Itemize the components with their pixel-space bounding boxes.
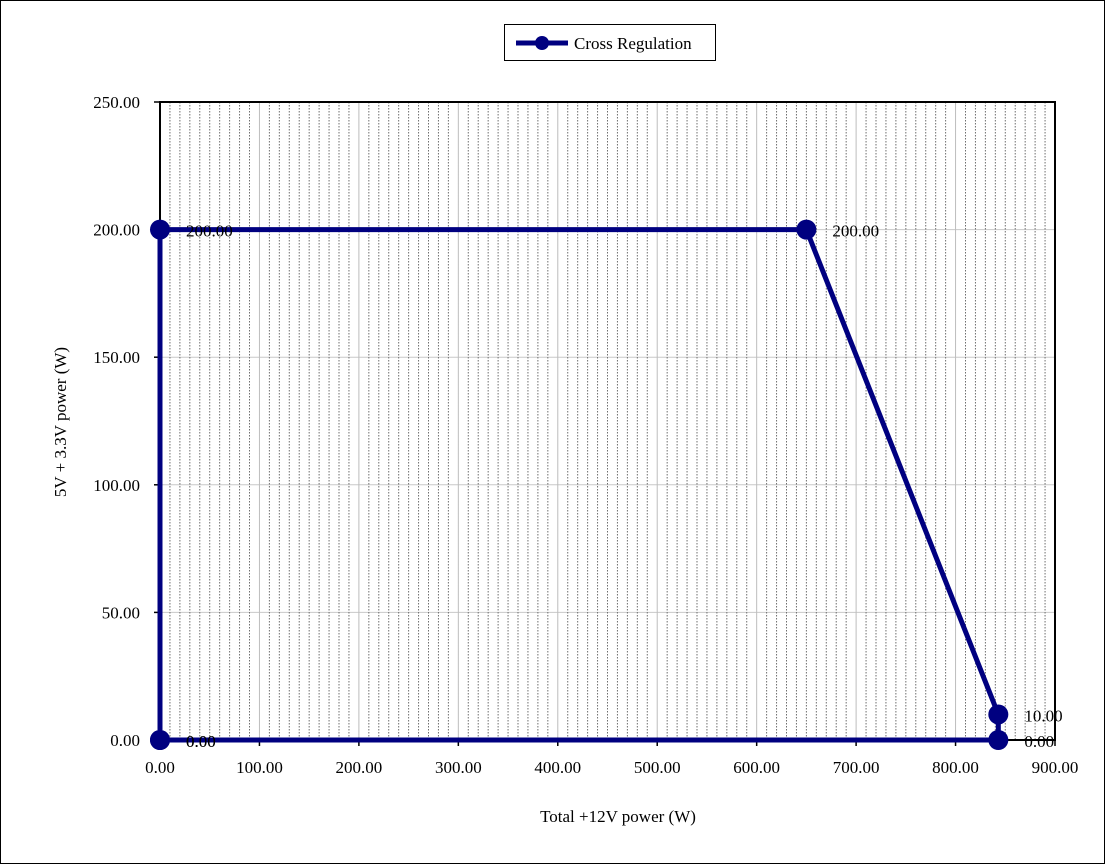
x-tick-label: 0.00 (145, 758, 175, 777)
x-tick-label: 600.00 (733, 758, 780, 777)
data-label: 200.00 (832, 222, 879, 241)
data-point (988, 730, 1009, 750)
y-tick-label: 200.00 (93, 221, 140, 240)
data-label: 200.00 (186, 222, 233, 241)
y-axis-title: 5V + 3.3V power (W) (51, 347, 70, 497)
series-line (157, 227, 1001, 743)
data-point (796, 219, 817, 240)
grid-lines (160, 102, 1055, 740)
legend-series-label: Cross Regulation (574, 34, 692, 53)
data-label: 0.00 (186, 732, 216, 751)
legend-series-marker (535, 36, 549, 50)
data-label: 0.00 (1024, 732, 1054, 751)
y-tick-label: 0.00 (110, 731, 140, 750)
x-tick-label: 300.00 (435, 758, 482, 777)
x-tick-label: 800.00 (932, 758, 979, 777)
legend: Cross Regulation (504, 24, 716, 61)
y-tick-label: 150.00 (93, 348, 140, 367)
x-tick-label: 900.00 (1032, 758, 1079, 777)
x-tick-label: 400.00 (534, 758, 581, 777)
data-point (150, 219, 170, 240)
y-tick-label: 50.00 (102, 603, 140, 622)
data-point (150, 730, 170, 750)
x-axis-title: Total +12V power (W) (540, 807, 696, 826)
x-tick-label: 100.00 (236, 758, 283, 777)
y-tick-label: 100.00 (93, 476, 140, 495)
axis-ticks: 0.00 50.00 100.00 150.00 200.00 250.00 0.00 100… (93, 93, 1078, 777)
data-point (988, 704, 1009, 725)
data-label: 10.00 (1024, 706, 1062, 725)
series-layer (150, 219, 1009, 750)
x-tick-label: 200.00 (336, 758, 383, 777)
x-tick-label: 500.00 (634, 758, 681, 777)
y-tick-label: 250.00 (93, 93, 140, 112)
x-tick-label: 700.00 (833, 758, 880, 777)
data-label: 0.00 (186, 732, 216, 751)
